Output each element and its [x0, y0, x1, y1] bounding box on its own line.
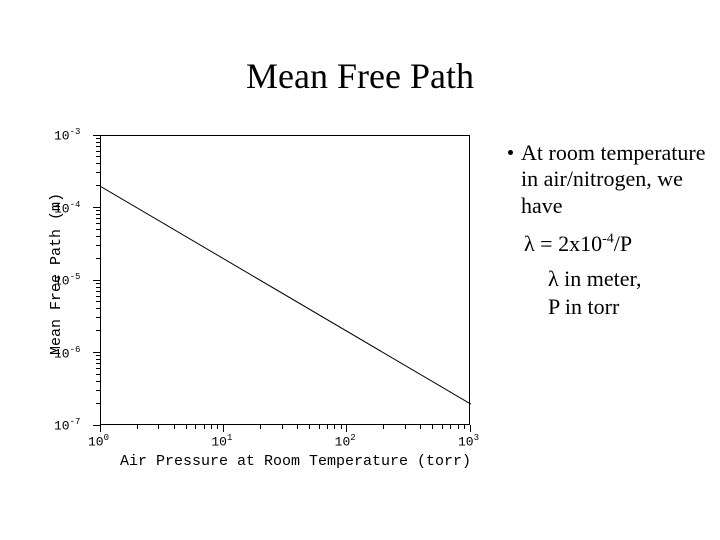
slide-title: Mean Free Path: [0, 55, 720, 97]
mfp-chart: 10010110210310-310-410-510-610-7 Air Pre…: [30, 125, 490, 485]
equation: λ = 2x10-4/P: [524, 231, 708, 257]
x-tick-label: 103: [458, 433, 479, 449]
x-tick-label: 102: [335, 433, 356, 449]
equation-note-p: P in torr: [548, 294, 708, 320]
x-tick-label: 100: [88, 433, 109, 449]
bullet-icon: [508, 150, 513, 155]
bullet-text: At room temperature in air/nitrogen, we …: [521, 140, 708, 219]
data-line: [101, 136, 471, 426]
text-column: At room temperature in air/nitrogen, we …: [508, 140, 708, 322]
y-tick-label: 10-3: [54, 127, 80, 143]
bullet-item: At room temperature in air/nitrogen, we …: [508, 140, 708, 219]
x-tick-label: 101: [211, 433, 232, 449]
plot-box: [100, 135, 470, 425]
equation-note-lambda: λ in meter,: [548, 266, 708, 292]
y-axis-label: Mean Free Path (m): [48, 193, 65, 355]
y-tick-label: 10-7: [54, 417, 80, 433]
x-axis-label: Air Pressure at Room Temperature (torr): [120, 453, 471, 470]
